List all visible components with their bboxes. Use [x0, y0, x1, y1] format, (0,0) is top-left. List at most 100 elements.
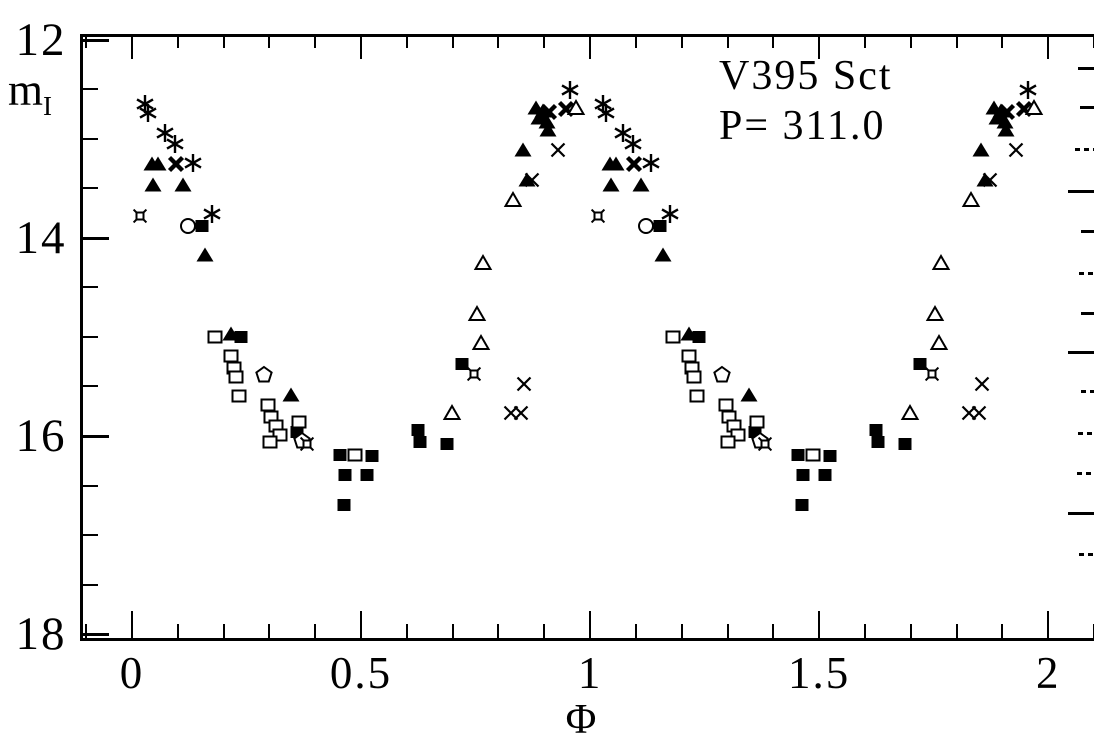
data-point-filled-triangle [539, 122, 557, 137]
x-major-tick-bottom [589, 611, 591, 638]
data-point-open-triangle [473, 253, 493, 270]
data-point-open-triangle [567, 99, 586, 116]
data-point-asterisk [156, 124, 174, 143]
data-point-asterisk [642, 153, 660, 172]
data-point-four-point-star [757, 436, 773, 452]
data-point-filled-triangle [654, 247, 672, 262]
data-point-filled-square [365, 449, 379, 462]
data-point-filled-square [338, 468, 352, 481]
data-point-filled-square [360, 468, 374, 481]
data-point-filled-triangle [632, 177, 650, 191]
data-point-thin-cross [513, 405, 529, 421]
x-minor-tick-bottom [1001, 624, 1003, 638]
y-tick-label: 18 [15, 608, 67, 661]
x-minor-tick-bottom [268, 624, 270, 638]
x-minor-tick-top [268, 37, 270, 48]
x-tick-label: 1 [577, 648, 603, 698]
y-axis-unit-subscript: I [43, 91, 53, 121]
data-point-filled-square [440, 437, 454, 450]
data-point-open-triangle [467, 305, 487, 322]
x-minor-tick-bottom [635, 624, 637, 638]
data-point-filled-square [411, 424, 425, 437]
x-minor-tick-top [727, 37, 729, 48]
data-point-open-pentagon [255, 365, 273, 383]
right-edge-tick [1068, 190, 1094, 193]
top-axis-line [80, 34, 1094, 37]
right-edge-tick [1079, 553, 1094, 556]
right-edge-tick [1080, 106, 1094, 109]
data-point-open-triangle [442, 404, 462, 421]
data-point-open-square [291, 415, 307, 429]
right-edge-tick [1078, 432, 1094, 435]
data-point-open-triangle [1025, 99, 1044, 116]
right-edge-tick [1068, 512, 1094, 515]
x-minor-tick-bottom [681, 624, 683, 638]
x-axis-line [80, 638, 1094, 641]
data-point-filled-triangle [538, 114, 556, 129]
x-minor-tick-top [497, 37, 499, 48]
x-minor-tick-bottom [406, 624, 408, 638]
y-minor-tick [83, 286, 98, 288]
x-major-tick-bottom [131, 611, 133, 638]
data-point-open-square [689, 389, 705, 403]
data-point-filled-square [791, 448, 805, 461]
y-minor-tick [83, 88, 98, 90]
data-point-filled-square [653, 220, 667, 233]
x-minor-tick-top [543, 37, 545, 48]
data-point-asterisk [203, 205, 221, 224]
x-minor-tick-bottom [452, 624, 454, 638]
data-point-asterisk [184, 153, 202, 172]
x-minor-tick-bottom [956, 624, 958, 638]
x-minor-tick-top [452, 37, 454, 48]
data-point-thin-cross [524, 172, 540, 187]
x-minor-tick-top [406, 37, 408, 48]
y-major-tick [83, 633, 109, 636]
right-edge-tick [1081, 312, 1094, 315]
y-minor-tick [83, 187, 98, 189]
right-edge-tick [1081, 230, 1094, 233]
star-name: V395 Sct [719, 53, 893, 99]
data-point-filled-triangle [149, 156, 167, 171]
data-point-open-triangle [901, 404, 920, 421]
data-point-thin-cross [1008, 142, 1024, 158]
x-minor-tick-bottom [864, 624, 866, 638]
data-point-filled-triangle [997, 122, 1015, 137]
right-edge-tick [1081, 390, 1094, 393]
data-point-open-square [272, 428, 288, 442]
y-minor-tick [83, 385, 98, 387]
x-tick-label: 1.5 [788, 648, 851, 698]
data-point-filled-square [913, 357, 927, 370]
data-point-open-square [231, 389, 247, 403]
data-point-filled-triangle [602, 177, 620, 191]
x-minor-tick-bottom [497, 624, 499, 638]
y-tick-label: 14 [15, 211, 67, 264]
data-point-filled-square [869, 424, 883, 437]
y-minor-tick [83, 435, 98, 437]
x-tick-label: 2 [1035, 648, 1061, 698]
data-point-asterisk [166, 134, 184, 153]
right-edge-tick [1075, 148, 1094, 151]
x-minor-tick-top [177, 37, 179, 48]
data-point-four-point-star [132, 209, 147, 224]
data-point-open-triangle [925, 305, 945, 322]
data-point-filled-triangle [174, 177, 192, 191]
x-major-tick-top [131, 37, 133, 59]
x-minor-tick-bottom [177, 624, 179, 638]
data-point-asterisk [139, 104, 157, 123]
data-point-filled-square [871, 435, 885, 448]
x-minor-tick-top [956, 37, 958, 48]
data-point-filled-triangle [518, 172, 536, 187]
data-point-filled-triangle [282, 387, 300, 402]
data-point-open-square [228, 370, 244, 384]
data-point-filled-triangle [144, 177, 162, 191]
data-point-asterisk [597, 104, 615, 123]
data-point-open-triangle [931, 253, 951, 270]
data-point-open-square [207, 330, 223, 344]
data-point-open-square [347, 448, 363, 462]
data-point-open-circle [637, 218, 654, 235]
data-point-open-triangle [961, 191, 981, 208]
y-minor-tick [83, 534, 98, 536]
data-point-asterisk [561, 81, 579, 100]
x-major-tick-top [1047, 37, 1049, 59]
x-minor-tick-top [772, 37, 774, 48]
